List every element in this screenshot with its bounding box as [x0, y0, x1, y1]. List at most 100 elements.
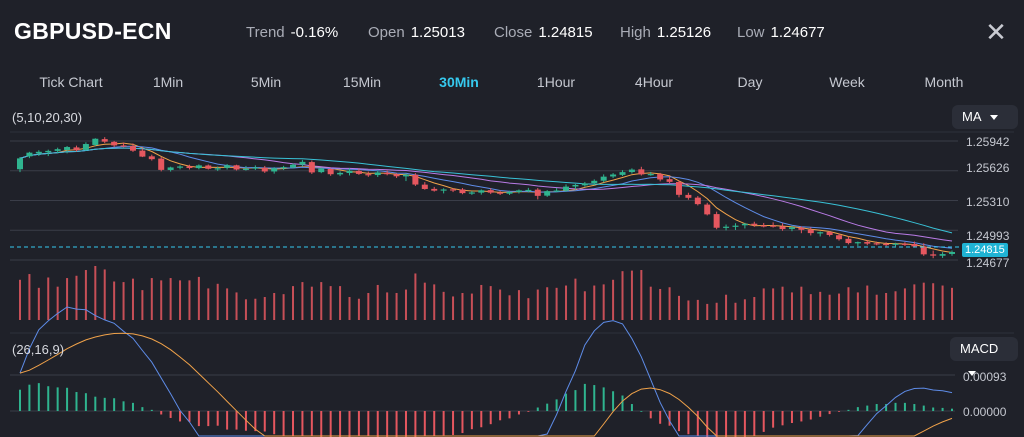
volume-bar	[103, 269, 106, 320]
macd-hist-bar	[179, 411, 182, 422]
tab-4hour[interactable]: 4Hour	[634, 74, 674, 90]
volume-bar	[442, 291, 445, 320]
macd-indicator-dropdown[interactable]: MACD	[950, 337, 1018, 377]
volume-bar	[913, 284, 916, 320]
tab-1hour[interactable]: 1Hour	[536, 74, 576, 90]
close-x-icon[interactable]: ✕	[985, 17, 1007, 47]
macd-hist-bar	[75, 392, 78, 411]
volume-bar	[800, 286, 803, 320]
candle-body	[949, 252, 955, 254]
trend-value: -0.16%	[290, 24, 339, 41]
chevron-down-icon	[968, 371, 976, 377]
ma-line-ma10	[19, 145, 953, 249]
volume-bar	[414, 273, 417, 320]
tab-5min[interactable]: 5Min	[250, 74, 282, 90]
macd-hist-bar	[527, 411, 530, 412]
volume-bar	[244, 299, 247, 320]
macd-hist-bar	[536, 407, 539, 411]
macd-hist-bar	[734, 411, 737, 437]
low-stat: Low 1.24677	[737, 24, 825, 41]
macd-hist-bar	[772, 411, 775, 428]
price-level-label: 1.25626	[966, 161, 1010, 175]
volume-bar	[819, 291, 822, 320]
macd-hist-bar	[715, 411, 718, 437]
volume-bar	[809, 294, 812, 320]
volume-bar	[894, 291, 897, 320]
macd-hist-bar	[216, 411, 219, 426]
candle-body	[337, 172, 344, 175]
volume-bar	[932, 283, 935, 320]
candle-body	[798, 227, 805, 230]
macd-hist-bar	[480, 411, 483, 428]
volume-bar	[301, 282, 304, 320]
macd-dea-line	[19, 332, 953, 437]
macd-hist-bar	[743, 411, 746, 437]
tab-1min[interactable]: 1Min	[152, 74, 184, 90]
candle-body	[17, 158, 23, 170]
tab-week[interactable]: Week	[829, 74, 865, 90]
candle-body	[939, 254, 946, 256]
tab-month[interactable]: Month	[924, 74, 964, 90]
candle-body	[308, 162, 315, 173]
candle-body	[826, 231, 833, 235]
volume-bar	[197, 276, 200, 320]
volume-bar	[565, 285, 568, 320]
candle-body	[911, 244, 918, 247]
volume-bar	[593, 285, 596, 320]
tab-15min[interactable]: 15Min	[342, 74, 382, 90]
volume-bar	[677, 295, 680, 320]
macd-hist-bar	[376, 411, 379, 437]
trend-stat: Trend -0.16%	[246, 24, 338, 41]
macd-lines	[19, 306, 953, 437]
macd-hist-bar	[612, 391, 615, 411]
candle-body	[638, 169, 645, 175]
macd-hist-bar	[122, 401, 125, 411]
macd-hist-bar	[725, 411, 728, 437]
candle-body	[685, 194, 692, 198]
macd-hist-bar	[574, 390, 577, 411]
candle-body	[82, 144, 89, 150]
timeframe-tabs: Tick Chart 1Min 5Min 15Min 30Min 1Hour 4…	[0, 68, 1024, 98]
symbol-title: GBPUSD-ECN	[14, 18, 172, 44]
chevron-down-icon	[989, 115, 998, 121]
candle-body	[299, 161, 306, 165]
candle-body	[666, 179, 673, 182]
macd-hist-bar	[141, 407, 144, 411]
candle-body	[365, 174, 372, 176]
volume-bar	[885, 293, 888, 320]
candle-body	[242, 168, 249, 170]
macd-hist-bar	[395, 411, 398, 437]
macd-hist-bar	[951, 408, 953, 411]
macd-hist-bar	[423, 411, 426, 437]
macd-hist-bar	[941, 407, 944, 411]
macd-hist-bar	[348, 411, 351, 437]
macd-hist-bar	[131, 402, 134, 411]
candle-body	[704, 204, 711, 215]
candle-body	[440, 189, 447, 191]
volume-bar	[66, 278, 69, 320]
macd-hist-bar	[894, 402, 897, 411]
macd-hist-bar	[555, 399, 558, 411]
volume-bar	[941, 285, 944, 320]
macd-hist-bar	[875, 404, 878, 411]
candle-body	[581, 183, 588, 186]
tab-tick-chart[interactable]: Tick Chart	[39, 74, 103, 90]
candle-body	[224, 165, 231, 168]
volume-bar	[734, 302, 737, 320]
candle-body	[883, 243, 890, 246]
tab-30min[interactable]: 30Min	[439, 74, 479, 90]
candle-body	[647, 174, 654, 176]
tab-day[interactable]: Day	[737, 74, 763, 90]
candle-body	[741, 223, 748, 226]
candle-body	[327, 168, 334, 175]
macd-hist-bar	[442, 411, 445, 436]
volume-bar	[282, 294, 285, 320]
ma-indicator-dropdown[interactable]: MA	[952, 105, 1018, 129]
volume-bar	[687, 300, 690, 320]
macd-hist-bar	[903, 402, 906, 411]
volume-bar	[433, 284, 436, 320]
macd-hist-bar	[235, 411, 238, 430]
candle-body	[920, 246, 927, 255]
macd-hist-bar	[838, 411, 841, 412]
